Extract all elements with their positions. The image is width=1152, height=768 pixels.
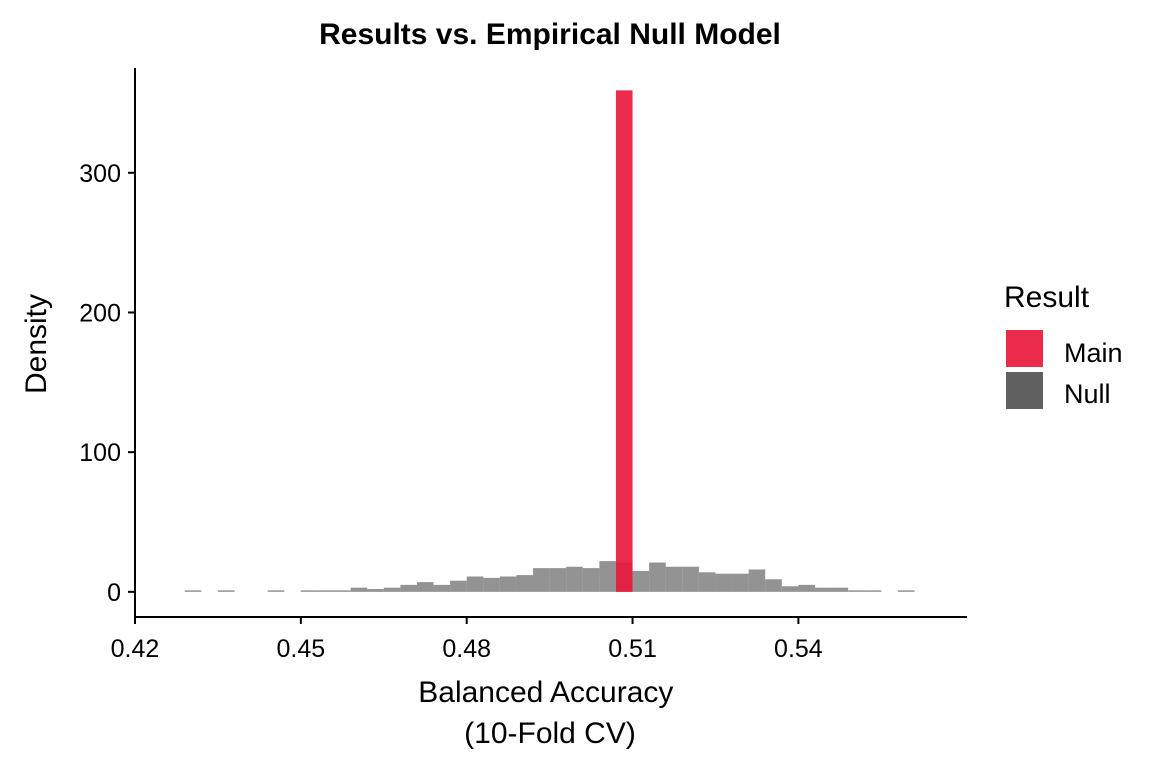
bar-null-25 — [665, 566, 683, 592]
bar-null-31 — [765, 579, 782, 592]
bar-null-3 — [300, 590, 318, 592]
bar-null-14 — [483, 577, 500, 592]
bar-null-11 — [433, 584, 451, 592]
chart-title: Results vs. Empirical Null Model — [319, 18, 781, 51]
legend-title: Result — [1004, 281, 1090, 314]
bar-null-24 — [649, 562, 666, 592]
x-tick-label: 0.42 — [111, 635, 160, 663]
bar-null-28 — [715, 573, 733, 592]
x-axis-title: Balanced Accuracy (10-Fold CV) — [418, 676, 682, 750]
legend-label-null: Null — [1064, 379, 1111, 409]
bar-null-29 — [732, 573, 749, 592]
bar-null-13 — [466, 576, 484, 592]
y-axis-title: Density — [20, 294, 53, 394]
bar-null-23 — [632, 570, 650, 592]
bar-null-1 — [217, 590, 235, 592]
x-tick-label: 0.54 — [774, 635, 823, 663]
bar-null-36 — [848, 590, 865, 592]
bar-null-19 — [566, 566, 583, 592]
x-tick-label: 0.51 — [608, 635, 657, 663]
bar-null-5 — [334, 590, 351, 592]
bar-null-21 — [599, 561, 616, 592]
legend-swatch-main — [1006, 330, 1043, 367]
legend-label-main: Main — [1064, 338, 1123, 368]
bar-null-16 — [516, 575, 534, 592]
bar-null-10 — [416, 582, 434, 592]
x-tick-label: 0.45 — [277, 635, 326, 663]
x-axis-title-line-1: Balanced Accuracy — [418, 676, 673, 709]
y-tick-label: 300 — [79, 160, 121, 188]
x-axis-ticks: 0.42 0.45 0.48 0.51 0.54 — [111, 617, 823, 663]
bar-null-2 — [267, 590, 285, 592]
bar-null-26 — [682, 566, 699, 592]
y-tick-label: 200 — [79, 299, 121, 327]
bar-null-33 — [798, 584, 815, 592]
bar-null-7 — [367, 589, 384, 592]
bar-null-27 — [698, 572, 716, 592]
bar-null-32 — [781, 586, 799, 592]
legend-swatch-null — [1006, 372, 1043, 409]
bar-null-17 — [533, 568, 550, 592]
bar-null-12 — [450, 580, 467, 592]
bar-null-0 — [184, 590, 202, 592]
bar-null-9 — [400, 584, 417, 592]
y-axis-ticks: 0 100 200 300 — [79, 160, 135, 607]
bar-main-0 — [615, 90, 633, 592]
x-tick-label: 0.48 — [442, 635, 491, 663]
y-tick-label: 0 — [107, 579, 121, 607]
bar-null-30 — [748, 569, 766, 592]
bar-null-35 — [831, 587, 849, 592]
bar-null-18 — [549, 568, 567, 592]
bar-null-15 — [499, 576, 517, 592]
bar-null-34 — [814, 587, 832, 592]
histogram-bars — [184, 90, 915, 592]
legend: Result Main Null — [1004, 281, 1123, 409]
bar-null-8 — [383, 587, 401, 592]
bar-null-20 — [582, 568, 600, 592]
x-axis-title-line-2: (10-Fold CV) — [464, 717, 636, 750]
bar-null-6 — [350, 587, 368, 592]
bar-null-37 — [864, 590, 882, 592]
bar-null-38 — [897, 590, 915, 592]
y-tick-label: 100 — [79, 439, 121, 467]
bar-null-4 — [317, 590, 335, 592]
